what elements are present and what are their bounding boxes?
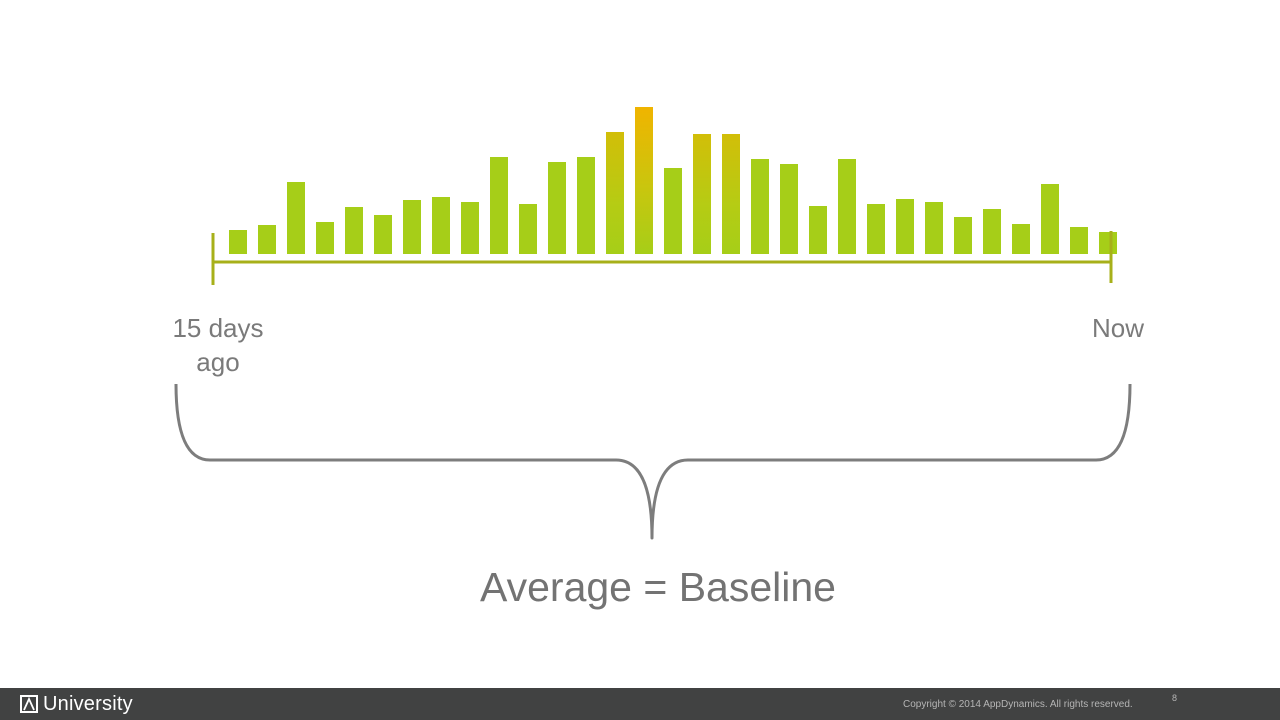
bar-31 (1099, 232, 1117, 254)
bar-7 (403, 200, 421, 254)
bar-series (229, 107, 1117, 254)
bar-8 (432, 197, 450, 254)
bar-17 (693, 134, 711, 254)
baseline-chart (174, 107, 1132, 540)
bar-2 (258, 225, 276, 254)
bar-11 (519, 204, 537, 254)
bar-16 (664, 168, 682, 254)
bar-13 (577, 157, 595, 254)
appdynamics-a-icon (20, 695, 38, 713)
logo-text: University (43, 692, 133, 715)
bar-19 (751, 159, 769, 254)
footer-bar: University Copyright © 2014 AppDynamics.… (0, 688, 1280, 720)
bar-30 (1070, 227, 1088, 254)
bar-15 (635, 107, 653, 254)
bar-3 (287, 182, 305, 254)
bar-6 (374, 215, 392, 254)
bar-9 (461, 202, 479, 254)
bar-24 (896, 199, 914, 254)
curly-brace (174, 383, 1132, 540)
slide-caption: Average = Baseline (480, 564, 836, 610)
bar-20 (780, 164, 798, 254)
bar-23 (867, 204, 885, 254)
bar-18 (722, 134, 740, 254)
bar-10 (490, 157, 508, 254)
bar-1 (229, 230, 247, 254)
bar-5 (345, 207, 363, 254)
bar-27 (983, 209, 1001, 254)
bar-22 (838, 159, 856, 254)
bar-21 (809, 206, 827, 254)
bar-14 (606, 132, 624, 254)
footer-logo: University (20, 693, 133, 715)
page-number: 8 (1172, 693, 1178, 703)
bar-25 (925, 202, 943, 254)
bar-29 (1041, 184, 1059, 254)
axis-start-label: 15 days ago (172, 313, 264, 377)
bar-26 (954, 217, 972, 254)
copyright-text: Copyright © 2014 AppDynamics. All rights… (903, 699, 1133, 710)
axis-end-label: Now (1091, 313, 1144, 343)
bar-28 (1012, 224, 1030, 254)
bar-4 (316, 222, 334, 254)
bar-12 (548, 162, 566, 254)
